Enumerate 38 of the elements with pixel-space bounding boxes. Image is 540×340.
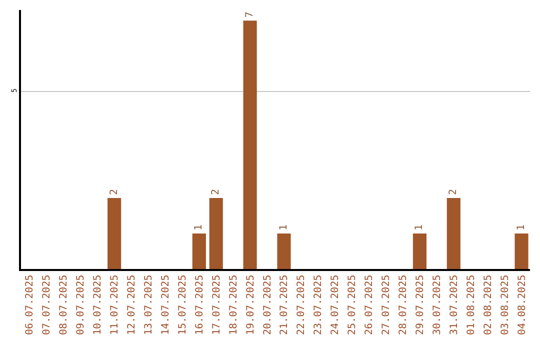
x-tick-label: 02.08.2025 [482, 274, 494, 335]
data-label: 2 [448, 189, 460, 196]
x-tick-label: 25.07.2025 [347, 274, 358, 335]
x-tick-label: 09.07.2025 [76, 274, 87, 335]
x-tick-label: 01.08.2025 [466, 274, 477, 335]
x-tick-label: 31.07.2025 [448, 274, 460, 335]
data-label: 1 [414, 224, 426, 231]
x-tick-label: 23.07.2025 [313, 274, 324, 335]
x-tick-label: 22.07.2025 [296, 274, 308, 335]
x-tick-label: 12.07.2025 [126, 274, 138, 335]
x-tick-label: 27.07.2025 [381, 274, 392, 335]
x-tick-label: 18.07.2025 [228, 274, 240, 335]
x-tick-label: 03.08.2025 [500, 274, 511, 335]
data-label: 1 [278, 224, 290, 231]
x-tick-label: 07.07.2025 [42, 274, 53, 335]
x-tick-label: 26.07.2025 [364, 274, 376, 335]
x-tick-label: 14.07.2025 [160, 274, 172, 335]
x-tick-label: 19.07.2025 [245, 274, 256, 335]
x-tick-label: 04.08.2025 [516, 274, 528, 335]
x-tick-label: 06.07.2025 [24, 274, 36, 335]
x-tick-label: 08.07.2025 [58, 274, 70, 335]
x-tick-label: 16.07.2025 [194, 274, 206, 335]
x-tick-label: 11.07.2025 [110, 274, 121, 335]
x-tick-label: 13.07.2025 [144, 274, 154, 335]
x-tick-label: 21.07.2025 [279, 274, 290, 335]
data-label: 2 [210, 189, 222, 196]
data-label: 1 [194, 224, 205, 231]
x-tick-label: 24.07.2025 [330, 274, 342, 335]
x-tick-label: 30.07.2025 [432, 274, 443, 335]
data-label: 2 [108, 189, 120, 196]
x-tick-label: 29.07.2025 [414, 274, 426, 335]
x-tick-label: 15.07.2025 [177, 274, 188, 335]
x-tick-label: 28.07.2025 [398, 274, 409, 335]
data-label: 1 [516, 224, 528, 231]
x-tick-label: 10.07.2025 [92, 274, 104, 335]
x-tick-label: 20.07.2025 [262, 274, 274, 335]
data-label: 7 [244, 12, 256, 18]
x-tick-label: 17.07.2025 [211, 274, 222, 335]
